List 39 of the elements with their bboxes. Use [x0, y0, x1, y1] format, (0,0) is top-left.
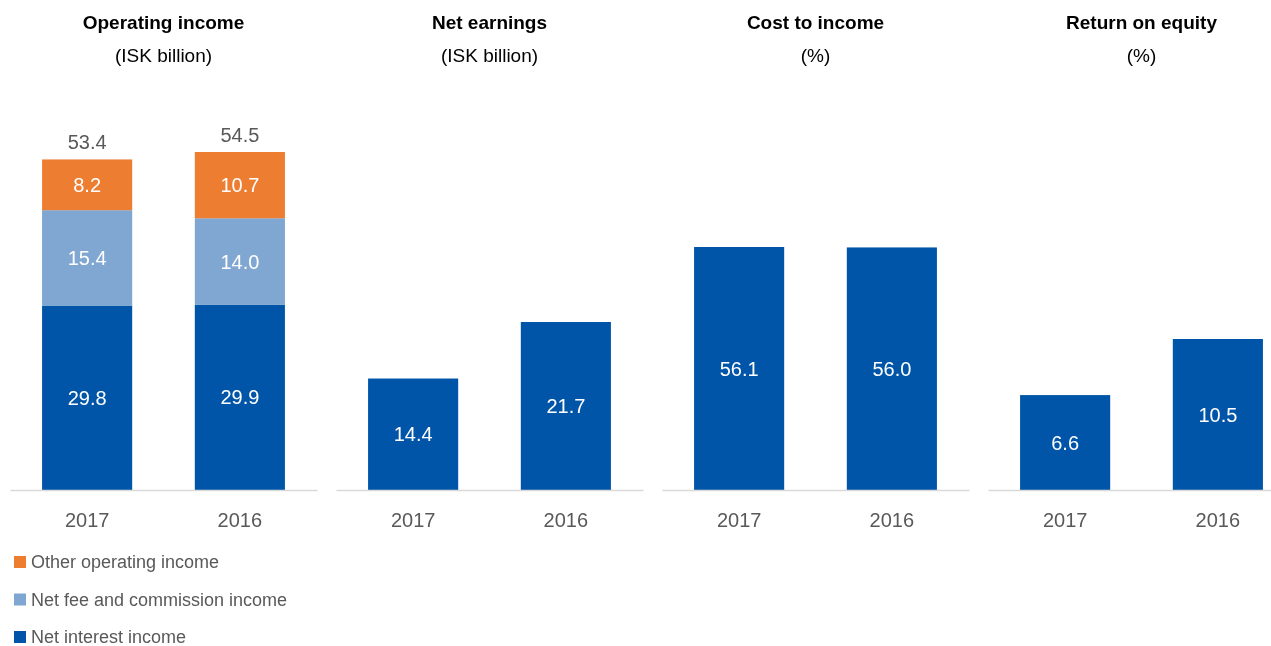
chart-subtitle: (ISK billion)	[114, 45, 213, 66]
data-label: 56.1	[719, 357, 759, 380]
x-tick-label: 2017	[390, 509, 436, 531]
x-tick-label: 2016	[1195, 509, 1241, 531]
data-label: 56.0	[872, 357, 912, 380]
legend-label: Net fee and commission income	[31, 589, 288, 610]
total-label: 54.5	[220, 124, 260, 146]
chart-subtitle: (%)	[1126, 45, 1157, 66]
data-label: 6.6	[1051, 431, 1080, 454]
bar	[194, 152, 285, 219]
data-label: 10.7	[220, 174, 260, 197]
x-tick-label: 2017	[64, 509, 110, 531]
bar	[42, 159, 133, 211]
bar	[194, 304, 285, 490]
data-label: 29.9	[220, 386, 260, 409]
bar	[42, 210, 133, 306]
x-tick-label: 2016	[869, 509, 915, 531]
chart-title: Cost to income	[746, 12, 885, 33]
data-label: 14.4	[393, 423, 433, 446]
data-label: 29.8	[67, 386, 107, 409]
bar	[194, 218, 285, 305]
chart-subtitle: (%)	[800, 45, 831, 66]
total-label: 53.4	[67, 131, 107, 154]
x-tick-label: 2017	[1042, 509, 1088, 531]
data-label: 8.2	[73, 173, 102, 196]
bar	[42, 305, 133, 490]
legend-label: Net interest income	[31, 627, 187, 646]
chart-title: Net earnings	[431, 12, 548, 33]
chart-title: Return on equity	[1066, 12, 1218, 33]
data-label: 14.0	[220, 250, 260, 273]
x-tick-label: 2017	[716, 509, 762, 531]
chart-subtitle: (ISK billion)	[440, 45, 539, 66]
chart-title: Operating income	[82, 12, 245, 33]
data-label: 15.4	[67, 246, 107, 269]
data-label: 21.7	[546, 395, 586, 417]
x-tick-label: 2016	[543, 509, 589, 531]
legend-label: Other operating income	[31, 552, 220, 572]
x-tick-label: 2016	[217, 509, 263, 531]
data-label: 10.5	[1198, 403, 1238, 426]
